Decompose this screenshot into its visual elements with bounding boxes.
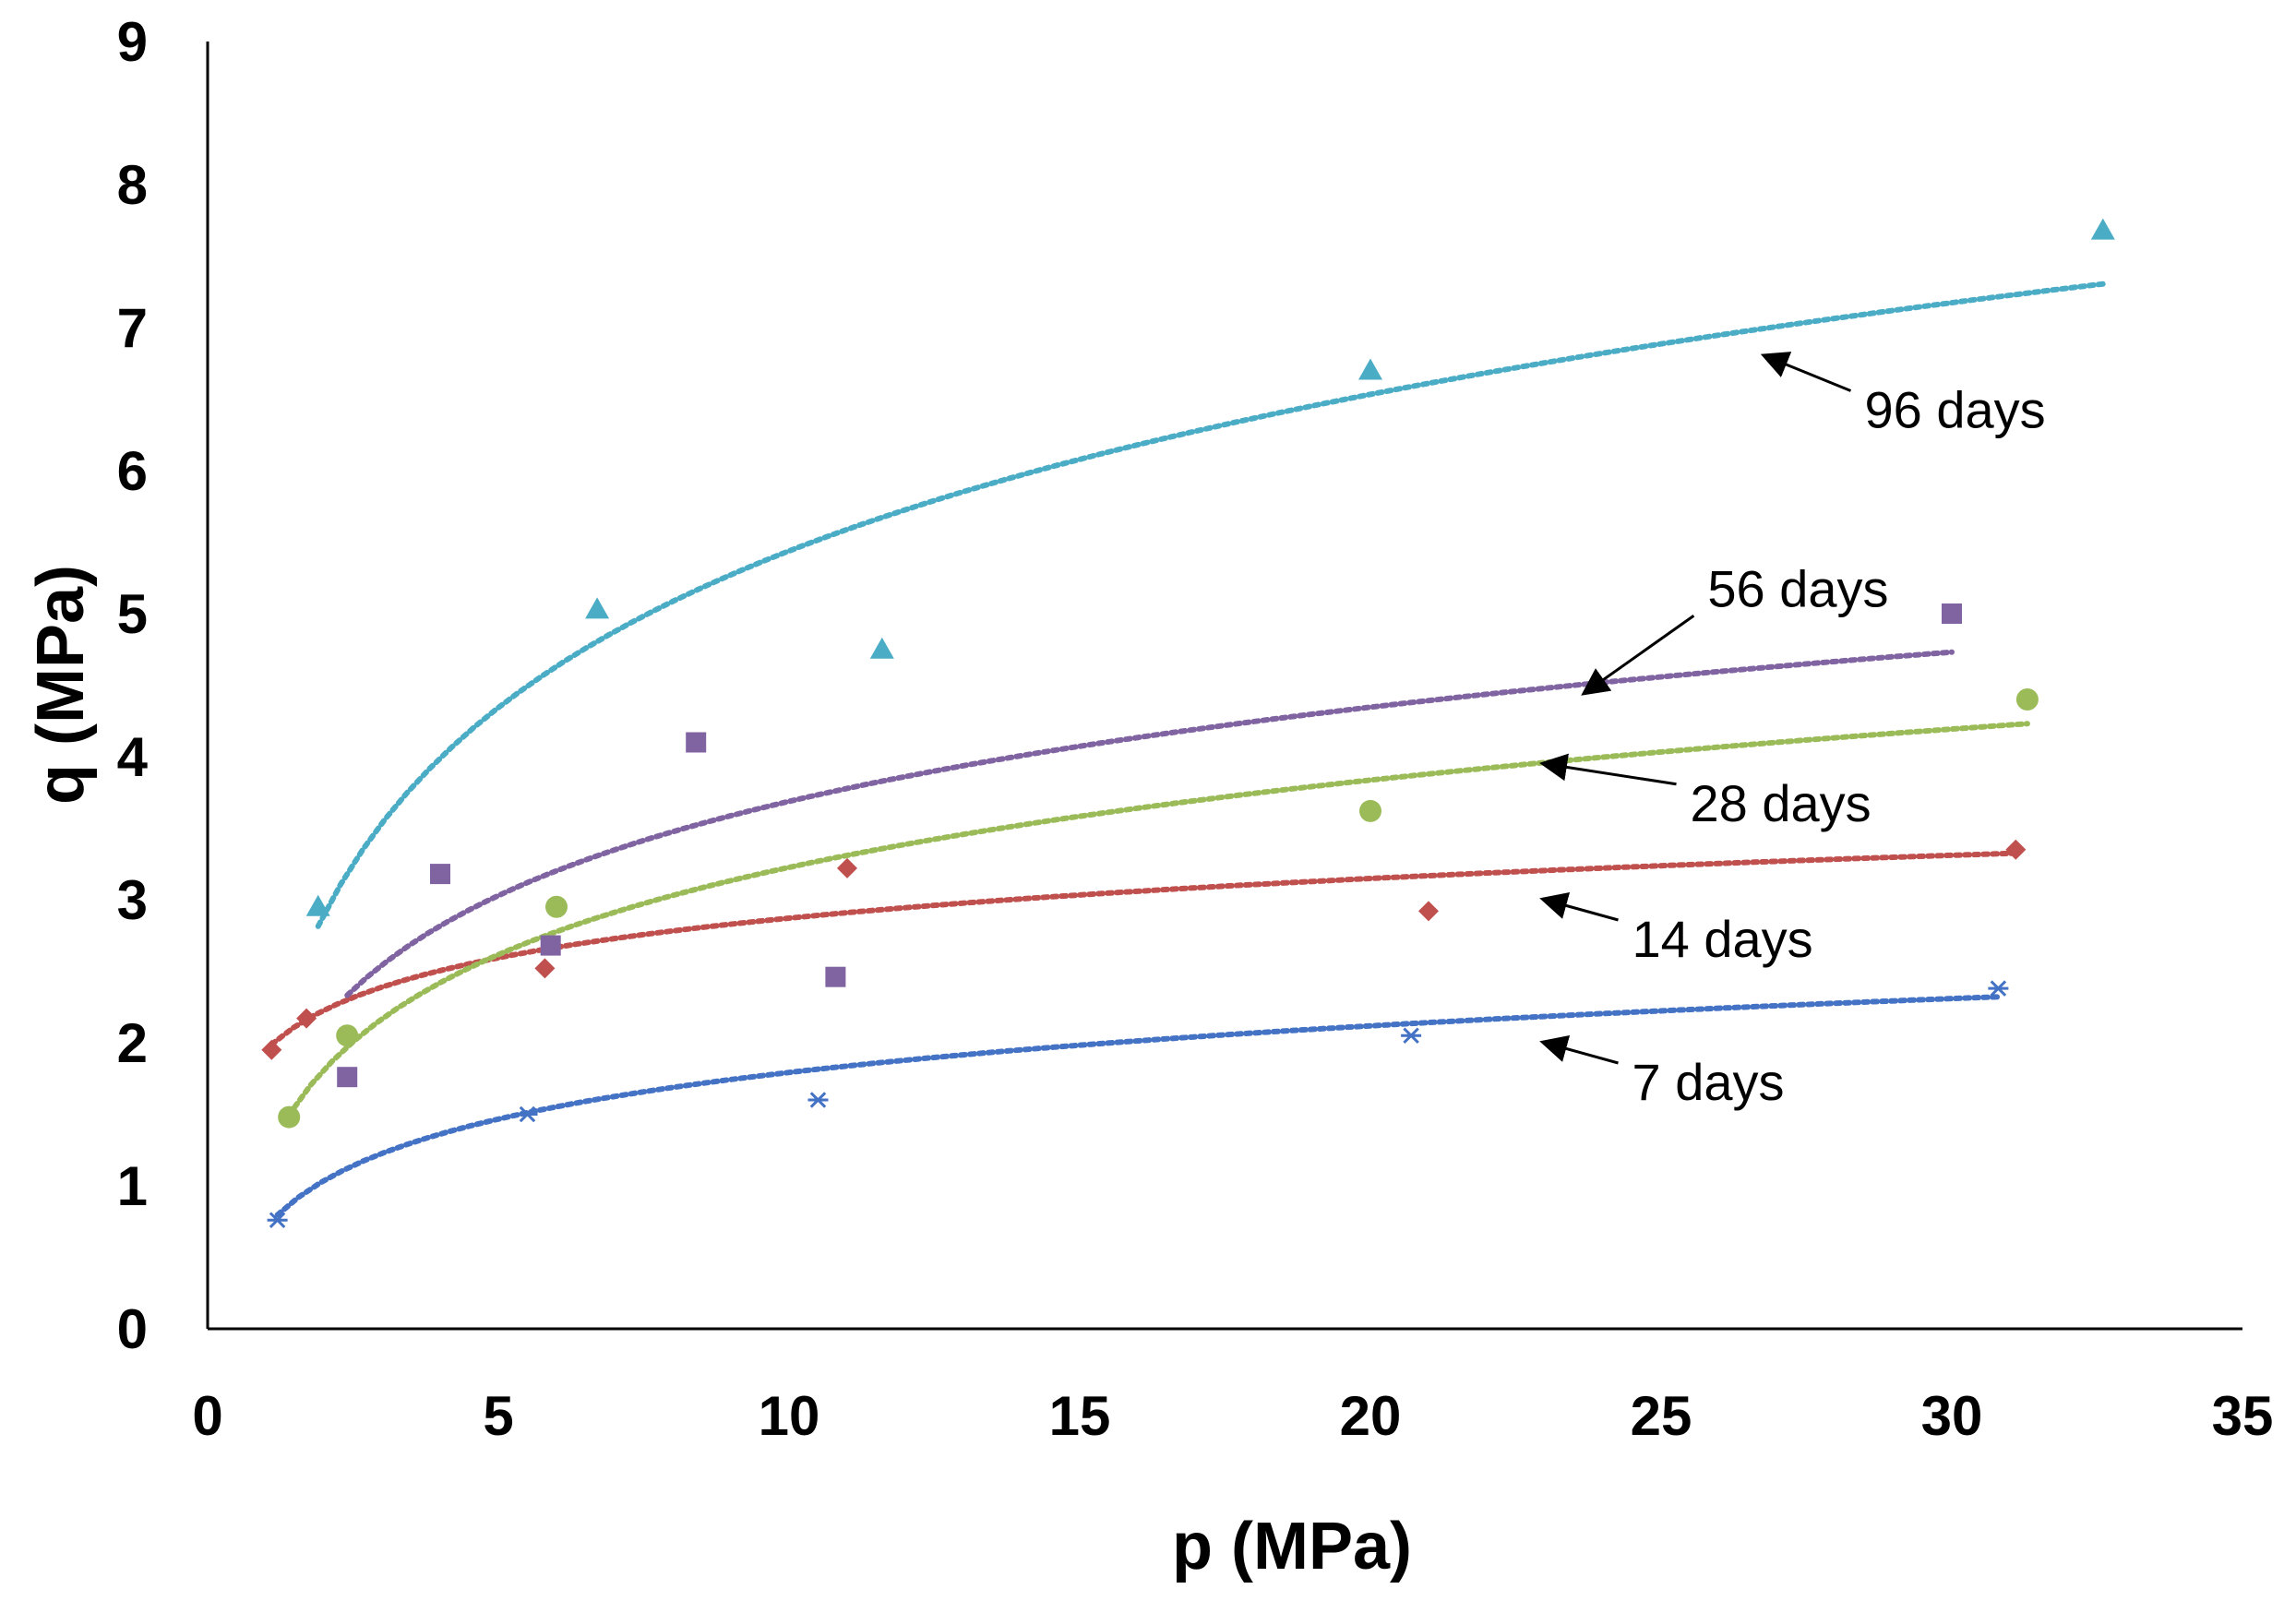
point-56-days: [430, 864, 450, 885]
point-56-days: [1942, 603, 1962, 624]
x-tick-label: 15: [1049, 1385, 1111, 1447]
point-7-days: [1988, 980, 2009, 997]
point-14-days: [534, 958, 556, 979]
point-56-days: [686, 732, 707, 753]
trendline-56-days: [344, 649, 1955, 998]
x-tick-label: 35: [2212, 1385, 2274, 1447]
trendlines: [269, 281, 2106, 1218]
annotation-label-56-days: 56 days: [1707, 559, 1888, 617]
y-tick-labels: 0 1 2 3 4 5 6 7 8 9: [117, 11, 149, 1360]
point-14-days: [2005, 839, 2027, 860]
y-axis-title: q (MPa): [24, 565, 98, 805]
point-14-days: [1418, 901, 1439, 922]
annotation-arrow-28-days: [1539, 753, 1677, 786]
annotation-label-7-days: 7 days: [1632, 1053, 1785, 1111]
y-tick-label: 4: [117, 726, 149, 788]
annotation-label-28-days: 28 days: [1691, 774, 1871, 832]
x-tick-labels: 0 5 10 15 20 25 30 35: [192, 1385, 2273, 1447]
trendline-7-days: [274, 994, 2002, 1218]
point-56-days: [825, 966, 846, 987]
annotation-arrow-96-days: [1760, 352, 1852, 392]
point-7-days: [267, 1212, 288, 1228]
y-tick-label: 8: [117, 154, 148, 216]
annotation-arrow-56-days: [1581, 615, 1695, 696]
x-tick-label: 20: [1340, 1385, 1402, 1447]
trendline-96-days: [315, 281, 2106, 929]
annotation-arrow-7-days: [1539, 1034, 1619, 1065]
point-28-days: [278, 1105, 301, 1129]
trendline-14-days: [269, 850, 2019, 1047]
point-56-days: [540, 935, 561, 956]
data-points: [261, 218, 2115, 1228]
point-96-days: [869, 637, 894, 659]
x-tick-label: 10: [759, 1385, 820, 1447]
annotation-label-96-days: 96 days: [1865, 381, 2046, 439]
point-96-days: [2090, 218, 2115, 240]
y-tick-label: 7: [117, 297, 148, 359]
y-tick-label: 1: [117, 1155, 148, 1217]
annotations: 7 days 14 days 28 days 56 days 96 days: [1539, 352, 2046, 1111]
point-7-days: [1401, 1027, 1422, 1045]
point-14-days: [261, 1039, 282, 1060]
point-14-days: [296, 1008, 317, 1029]
x-tick-label: 0: [192, 1385, 222, 1447]
x-tick-label: 25: [1631, 1385, 1692, 1447]
point-7-days: [807, 1092, 829, 1108]
point-96-days: [1358, 358, 1382, 380]
point-96-days: [305, 894, 330, 916]
y-tick-label: 3: [117, 869, 148, 931]
y-tick-label: 6: [117, 440, 148, 502]
annotation-label-14-days: 14 days: [1632, 910, 1813, 968]
point-56-days: [337, 1067, 358, 1088]
point-28-days: [1359, 799, 1381, 822]
point-28-days: [336, 1024, 359, 1047]
trendline-28-days: [286, 721, 2030, 1118]
x-tick-label: 30: [1921, 1385, 1983, 1447]
x-tick-label: 5: [483, 1385, 513, 1447]
point-28-days: [2015, 688, 2039, 711]
x-axis-title: p (MPa): [1172, 1510, 1412, 1583]
annotation-arrow-14-days: [1539, 891, 1619, 922]
point-14-days: [837, 857, 857, 878]
y-tick-label: 0: [117, 1298, 148, 1360]
y-tick-label: 2: [117, 1012, 148, 1074]
point-96-days: [585, 597, 610, 619]
y-tick-label: 9: [117, 11, 148, 73]
point-28-days: [545, 895, 568, 918]
point-7-days: [517, 1105, 538, 1123]
y-tick-label: 5: [117, 583, 148, 645]
plot-area: [206, 42, 2242, 1331]
